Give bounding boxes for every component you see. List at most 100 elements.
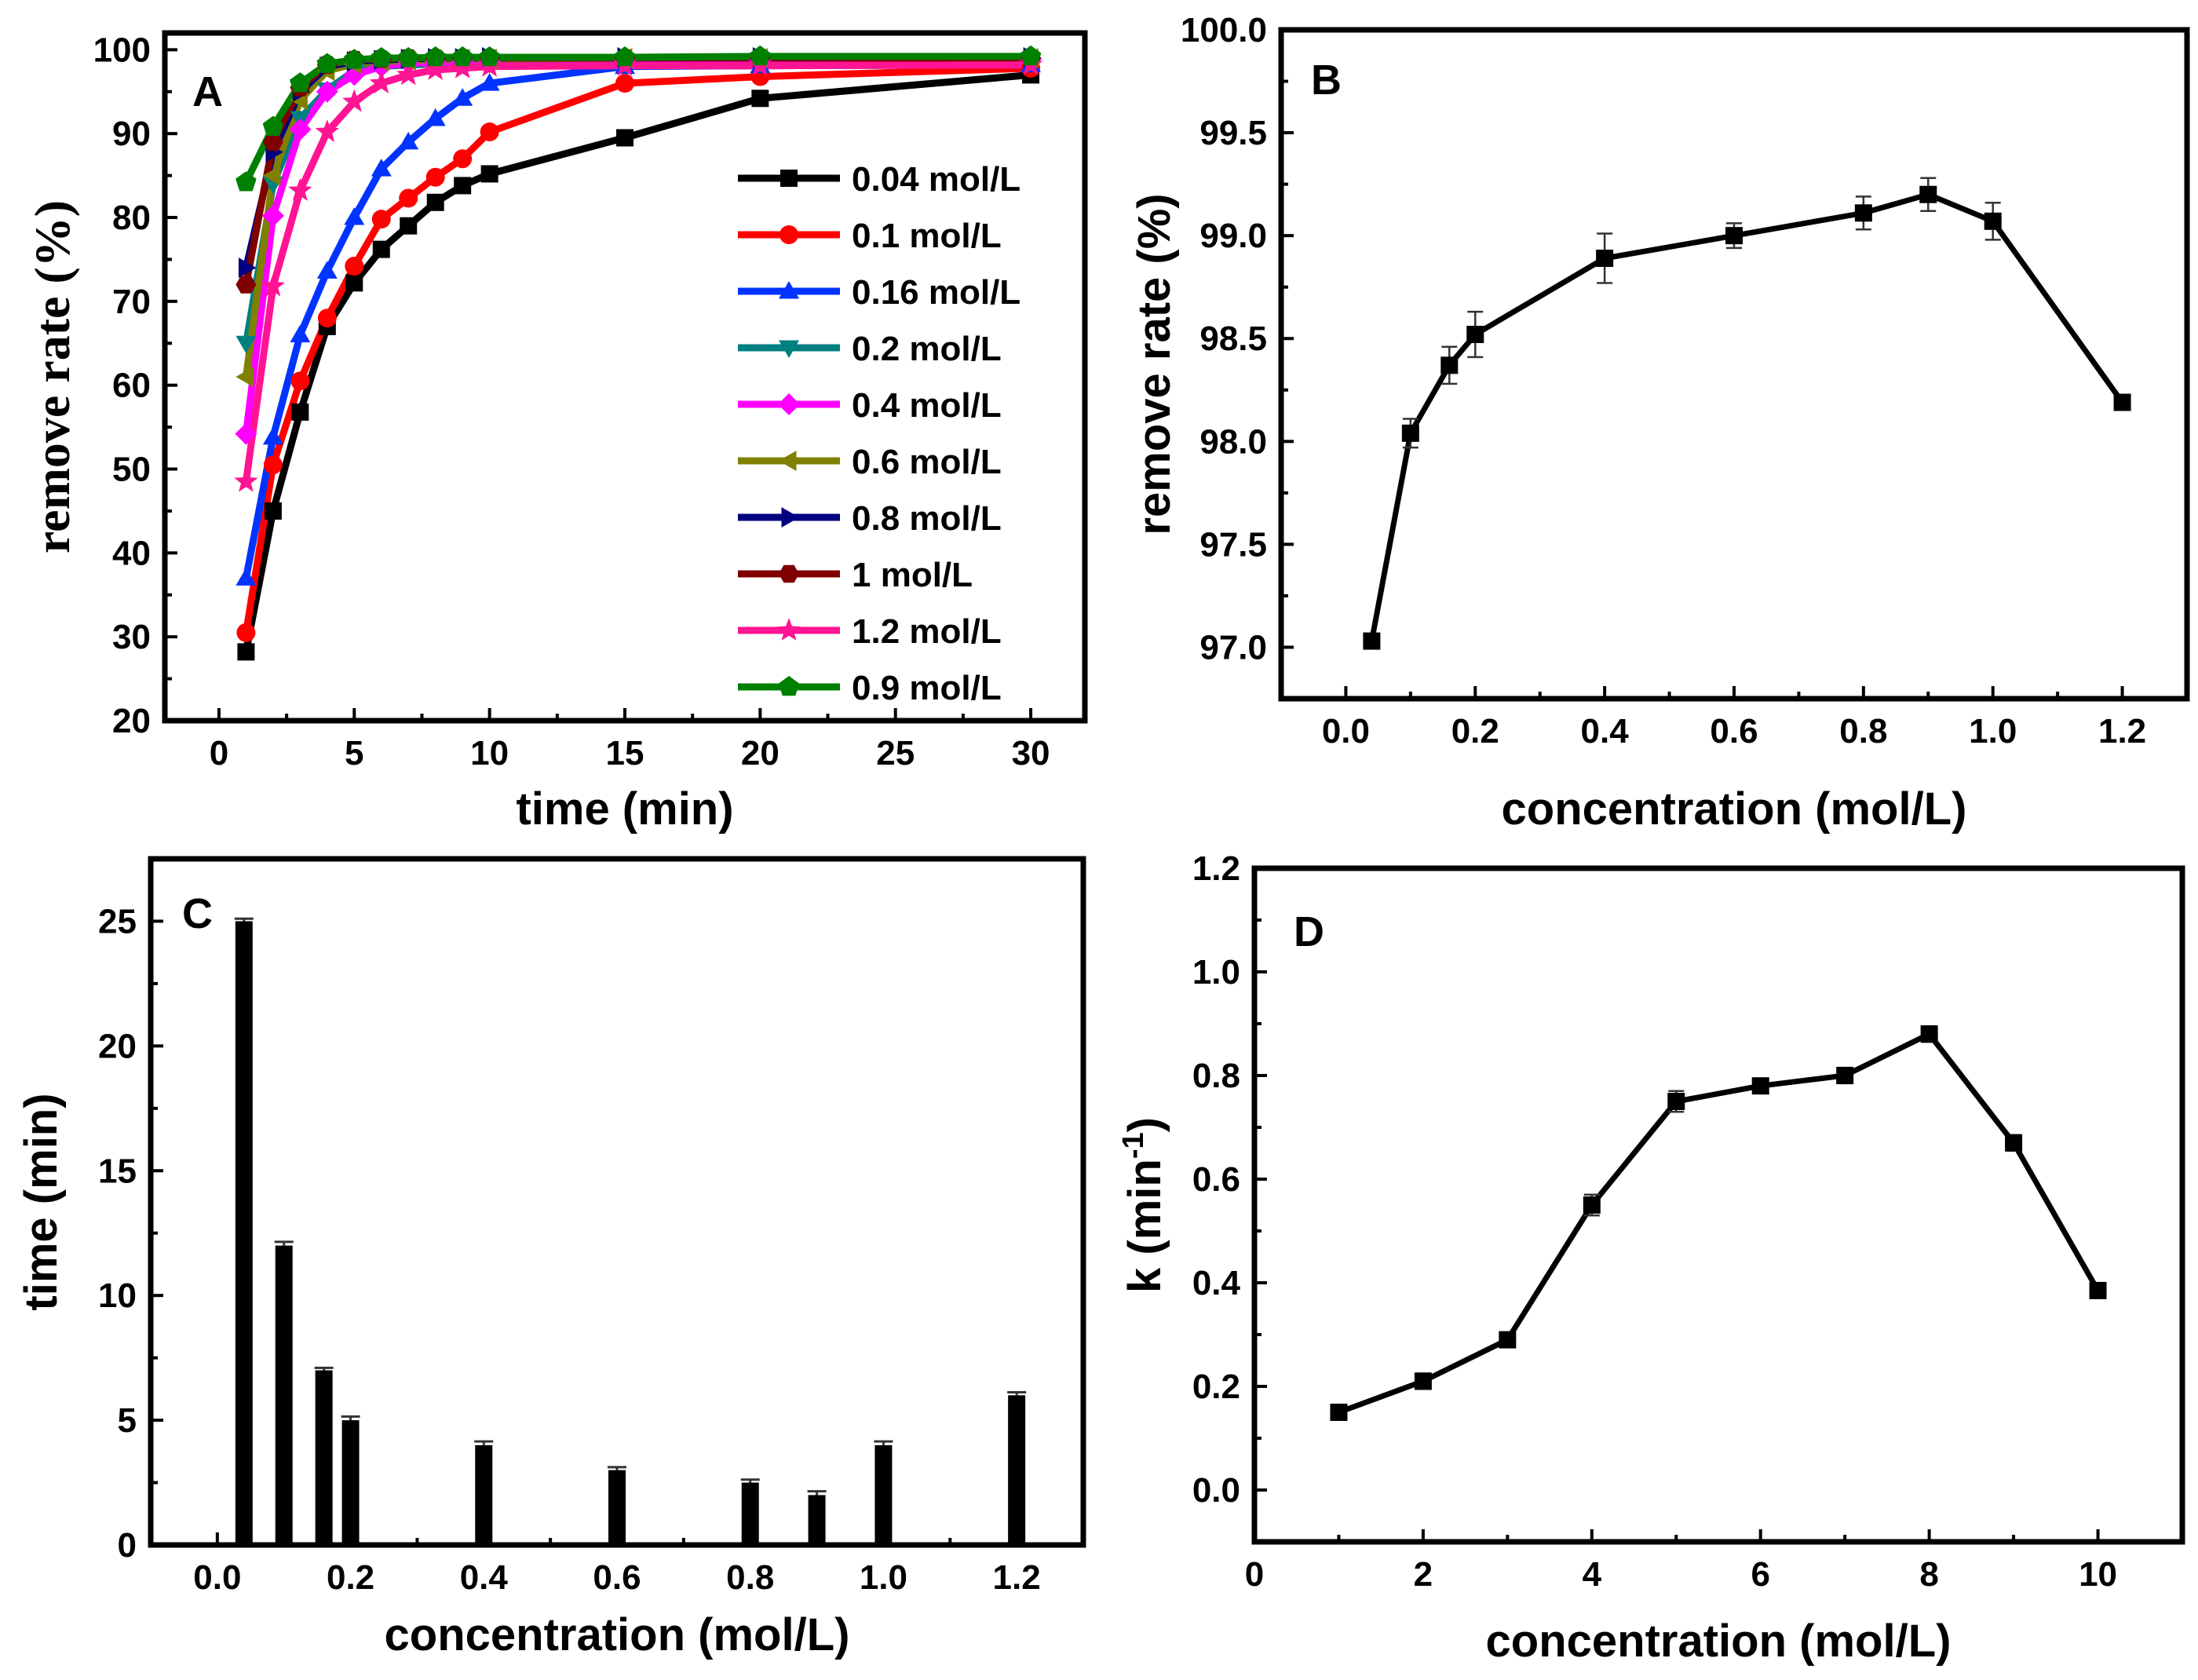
- y-tick-label-d: 0.4: [1192, 1264, 1241, 1302]
- x-tick-label-a: 5: [345, 734, 363, 772]
- data-point-a: [316, 261, 338, 279]
- data-point-a: [480, 122, 499, 142]
- data-point-d: [1414, 1372, 1432, 1390]
- data-point-a: [262, 115, 284, 136]
- data-point-a: [317, 309, 337, 328]
- bar-c: [275, 1245, 293, 1545]
- data-point-a: [345, 256, 364, 276]
- panel-label-b: B: [1311, 57, 1342, 104]
- y-axis-title-sup-d: -1: [1117, 1132, 1150, 1159]
- bar-c: [235, 921, 253, 1545]
- legend-marker-a: [780, 170, 798, 187]
- x-tick-label-a: 20: [741, 734, 780, 772]
- legend-marker-a: [778, 393, 800, 415]
- data-point-a: [316, 53, 338, 73]
- bar-c: [808, 1495, 826, 1545]
- x-tick-label-c: 1.2: [993, 1558, 1041, 1597]
- panel-b-chart: 0.0 0.2 0.4 0.6 0.8 1.0 1.2 97.0 97.5 98.0 98.5 99.…: [1129, 11, 2190, 835]
- data-point-a: [236, 335, 257, 354]
- y-tick-label-d: 0.0: [1192, 1471, 1240, 1510]
- data-point-b: [1363, 632, 1381, 650]
- legend-label-a: 0.16 mol/L: [852, 273, 1020, 312]
- series-line-d: [1338, 1031, 2101, 1415]
- data-point-a: [615, 74, 634, 93]
- y-tick-label-b: 97.5: [1199, 525, 1267, 564]
- y-tick-label-c: 15: [98, 1152, 137, 1190]
- bar-c: [874, 1444, 893, 1545]
- legend-label-a: 0.2 mol/L: [852, 330, 1002, 368]
- y-tick-label-a: 20: [112, 702, 151, 740]
- x-axis-title-a: time (min): [516, 783, 733, 835]
- data-point-b: [1854, 204, 1872, 222]
- y-tick-label-c: 25: [98, 902, 137, 940]
- data-point-a: [451, 55, 475, 79]
- legend-label-a: 0.04 mol/L: [852, 160, 1020, 199]
- x-tick-label-c: 0.6: [593, 1558, 641, 1597]
- y-axis-title-main-d: k (min: [1119, 1159, 1170, 1293]
- legend-marker-a: [780, 225, 798, 244]
- y-tick-label-d: 0.8: [1192, 1057, 1240, 1095]
- x-tick-label-b: 1.2: [2098, 712, 2146, 751]
- legend-label-a: 0.9 mol/L: [852, 669, 1002, 707]
- data-point-b: [1596, 249, 1614, 267]
- x-tick-label-c: 0.4: [460, 1558, 509, 1597]
- y-tick-label-b: 98.0: [1199, 422, 1267, 461]
- data-point-a: [371, 47, 392, 68]
- data-point-a: [454, 177, 472, 195]
- x-tick-label-b: 0.4: [1581, 712, 1630, 751]
- data-point-d: [1836, 1067, 1854, 1084]
- x-tick-label-b: 0.2: [1451, 712, 1499, 751]
- y-tick-label-a: 40: [112, 534, 151, 572]
- y-tick-label-d: 1.2: [1192, 849, 1240, 888]
- y-tick-label-c: 10: [98, 1276, 137, 1315]
- data-point-d: [1751, 1077, 1769, 1095]
- legend-label-a: 0.8 mol/L: [852, 499, 1002, 538]
- data-point-a: [288, 177, 312, 201]
- data-point-a: [290, 371, 310, 391]
- y-tick-label-d: 0.2: [1192, 1368, 1240, 1406]
- data-point-a: [290, 324, 311, 343]
- data-point-a: [396, 62, 421, 86]
- data-point-a: [261, 273, 286, 297]
- legend-label-a: 0.1 mol/L: [852, 217, 1002, 255]
- y-tick-label-b: 99.5: [1199, 114, 1267, 152]
- data-point-a: [400, 217, 418, 235]
- data-point-a: [235, 422, 257, 445]
- data-point-a: [398, 131, 419, 150]
- data-point-d: [1583, 1196, 1601, 1214]
- panel-c-chart: 0.0 0.2 0.4 0.6 0.8 1.0 1.2 0 5 10 15 20 25 Cconcentr…: [16, 856, 1086, 1660]
- data-point-a: [316, 80, 338, 103]
- data-point-a: [237, 643, 255, 661]
- data-point-a: [479, 46, 500, 67]
- y-tick-label-d: 0.6: [1192, 1160, 1240, 1199]
- data-point-b: [1401, 424, 1419, 442]
- data-point-a: [614, 46, 636, 67]
- data-point-d: [1330, 1404, 1348, 1421]
- panel-label-d: D: [1294, 908, 1324, 955]
- data-point-a: [344, 207, 365, 225]
- data-point-b: [1919, 185, 1937, 203]
- data-point-b: [1725, 227, 1743, 245]
- legend-marker-a: [779, 340, 799, 358]
- legend-label-a: 1 mol/L: [852, 556, 973, 594]
- data-point-a: [264, 502, 282, 520]
- data-point-a: [423, 57, 447, 80]
- data-point-a: [289, 118, 312, 141]
- x-tick-label-d: 8: [1919, 1555, 1938, 1594]
- bar-c: [1008, 1395, 1026, 1545]
- data-point-a: [1020, 45, 1042, 66]
- x-tick-label-c: 0.8: [726, 1558, 774, 1597]
- panel-label-c: C: [182, 890, 213, 937]
- bar-c: [608, 1470, 626, 1545]
- data-point-a: [236, 367, 254, 387]
- x-tick-label-a: 30: [1012, 734, 1050, 772]
- data-point-a: [342, 89, 367, 112]
- data-point-a: [371, 159, 392, 177]
- data-point-a: [291, 403, 309, 421]
- y-tick-label-b: 100.0: [1181, 11, 1267, 49]
- data-point-a: [452, 88, 473, 106]
- data-point-d: [1499, 1331, 1517, 1349]
- data-point-b: [1466, 325, 1484, 343]
- x-tick-label-d: 4: [1583, 1555, 1602, 1594]
- data-point-a: [234, 469, 258, 492]
